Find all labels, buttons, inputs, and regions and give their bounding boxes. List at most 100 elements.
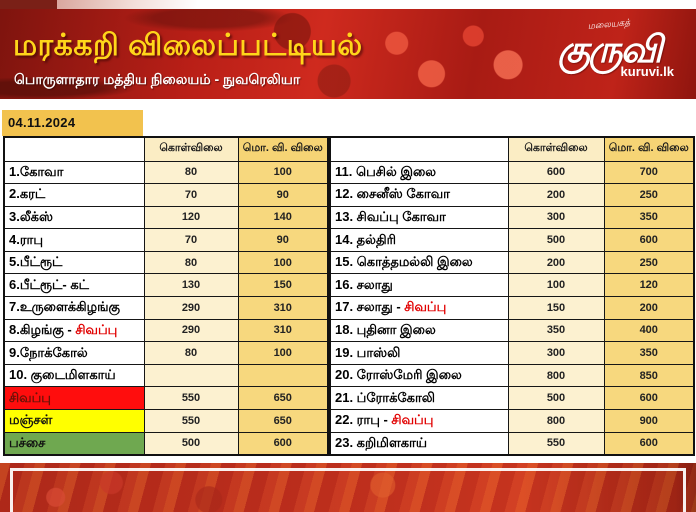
wholesale-price: 650 [237,386,329,411]
buy-price: 350 [507,318,605,343]
footer-white-frame [10,468,686,512]
table-row: 17. சலாது - சிவப்பு 150 200 [329,296,695,320]
buy-price: 200 [507,183,605,207]
wholesale-price: 100 [237,160,329,185]
table-row: 4.ராபு 70 90 [3,228,329,252]
item-name: 7.உருளைக்கிழங்கு [3,296,145,320]
wholesale-price: 100 [237,341,329,365]
item-name: பச்சை [3,431,145,456]
item-name: 18. புதினா இலை [329,318,509,343]
date-cell: 04.11.2024 [2,110,143,136]
buy-price [143,363,239,388]
wholesale-price: 150 [237,273,329,298]
buy-price: 550 [507,431,605,456]
item-name: 5.பீட்ரூட் [3,250,145,275]
table-row: 22. ராபு - சிவப்பு 800 900 [329,409,695,433]
buy-price: 600 [507,160,605,185]
table-row: 1.கோவா 80 100 [3,160,329,185]
buy-price: 290 [143,296,239,320]
item-name: 1.கோவா [3,160,145,185]
wholesale-price: 350 [603,205,695,230]
buy-price: 550 [143,386,239,411]
table-row: 12. சைனீஸ் கோவா 200 250 [329,183,695,207]
page-title: மரக்கறி விலைப்பட்டியல் [13,29,363,62]
item-name: 2.கரட் [3,183,145,207]
item-name-header [3,136,145,162]
buy-price: 200 [507,250,605,275]
table-row: 18. புதினா இலை 350 400 [329,318,695,343]
table-row: 9.நோக்கோல் 80 100 [3,341,329,365]
item-name: 14. தல்திரி [329,228,509,252]
buy-price: 80 [143,250,239,275]
table-row: 7.உருளைக்கிழங்கு 290 310 [3,296,329,320]
table-row: 6.பீட்ரூட்- கட் 130 150 [3,273,329,298]
item-name: சிவப்பு [3,386,145,411]
price-table-left: கொள்விலை மொ. வி. விலை 1.கோவா 80 100 2.கரட் 7… [3,136,329,456]
table-row: மஞ்சள் 550 650 [3,409,329,433]
wholesale-price: 850 [603,363,695,388]
buy-price: 100 [507,273,605,298]
buy-price: 300 [507,341,605,365]
top-left-photo-fragment-light [57,0,197,10]
table-row: 15. கொத்தமல்லி இலை 200 250 [329,250,695,275]
wholesale-price: 90 [237,183,329,207]
wholesale-price: 90 [237,228,329,252]
wholesale-price: 650 [237,409,329,433]
logo-site-url: kuruvi.lk [620,64,674,79]
item-name: 19. பாஸ்லி [329,341,509,365]
item-name: 23. கறிமிளகாய் [329,431,509,456]
wholesale-price-header: மொ. வி. விலை [237,136,329,162]
table-row: 13. சிவப்பு கோவா 300 350 [329,205,695,230]
table-row: 20. ரோஸ்மேரி இலை 800 850 [329,363,695,388]
wholesale-price: 140 [237,205,329,230]
wholesale-price: 600 [603,431,695,456]
item-name: 9.நோக்கோல் [3,341,145,365]
kuruvi-logo: மலையகத் குருவி kuruvi.lk [534,13,684,97]
buy-price: 120 [143,205,239,230]
wholesale-price: 600 [237,431,329,456]
buy-price: 550 [143,409,239,433]
table-row: 23. கறிமிளகாய் 550 600 [329,431,695,456]
wholesale-price: 400 [603,318,695,343]
buy-price: 80 [143,341,239,365]
page-subtitle: பொருளாதார மத்திய நிலையம் - நுவரெலியா [14,71,301,87]
table-row: 19. பாஸ்லி 300 350 [329,341,695,365]
logo-name: குருவி [557,29,662,70]
wholesale-price: 600 [603,386,695,411]
wholesale-price: 100 [237,250,329,275]
wholesale-price: 600 [603,228,695,252]
buy-price: 800 [507,409,605,433]
buy-price-header: கொள்விலை [143,136,239,162]
wholesale-price: 310 [237,318,329,343]
item-name: 8.கிழங்கு - சிவப்பு [3,318,145,343]
table-row: 3.லீக்ஸ் 120 140 [3,205,329,230]
item-name: 3.லீக்ஸ் [3,205,145,230]
wholesale-price: 200 [603,296,695,320]
price-table-right: கொள்விலை மொ. வி. விலை 11. பெசில் இலை 600 7… [329,136,695,456]
buy-price: 500 [143,431,239,456]
table-row: 21. ப்ரோக்கோலி 500 600 [329,386,695,411]
buy-price: 290 [143,318,239,343]
buy-price: 500 [507,228,605,252]
item-name: மஞ்சள் [3,409,145,433]
red-variant-label: சிவப்பு [404,299,447,315]
buy-price: 150 [507,296,605,320]
item-name: 6.பீட்ரூட்- கட் [3,273,145,298]
item-name: 22. ராபு - சிவப்பு [329,409,509,433]
item-name: 20. ரோஸ்மேரி இலை [329,363,509,388]
item-name: 4.ராபு [3,228,145,252]
wholesale-price: 350 [603,341,695,365]
wholesale-price: 700 [603,160,695,185]
footer-photo-strip [0,463,696,512]
table-row: சிவப்பு 550 650 [3,386,329,411]
table-row: 2.கரட் 70 90 [3,183,329,207]
table-row: 14. தல்திரி 500 600 [329,228,695,252]
buy-price: 80 [143,160,239,185]
item-name: 13. சிவப்பு கோவா [329,205,509,230]
wholesale-price: 120 [603,273,695,298]
item-name: 17. சலாது - சிவப்பு [329,296,509,320]
buy-price: 130 [143,273,239,298]
price-table-container: கொள்விலை மொ. வி. விலை 1.கோவா 80 100 2.கரட் 7… [3,136,695,456]
table-row: 11. பெசில் இலை 600 700 [329,160,695,185]
